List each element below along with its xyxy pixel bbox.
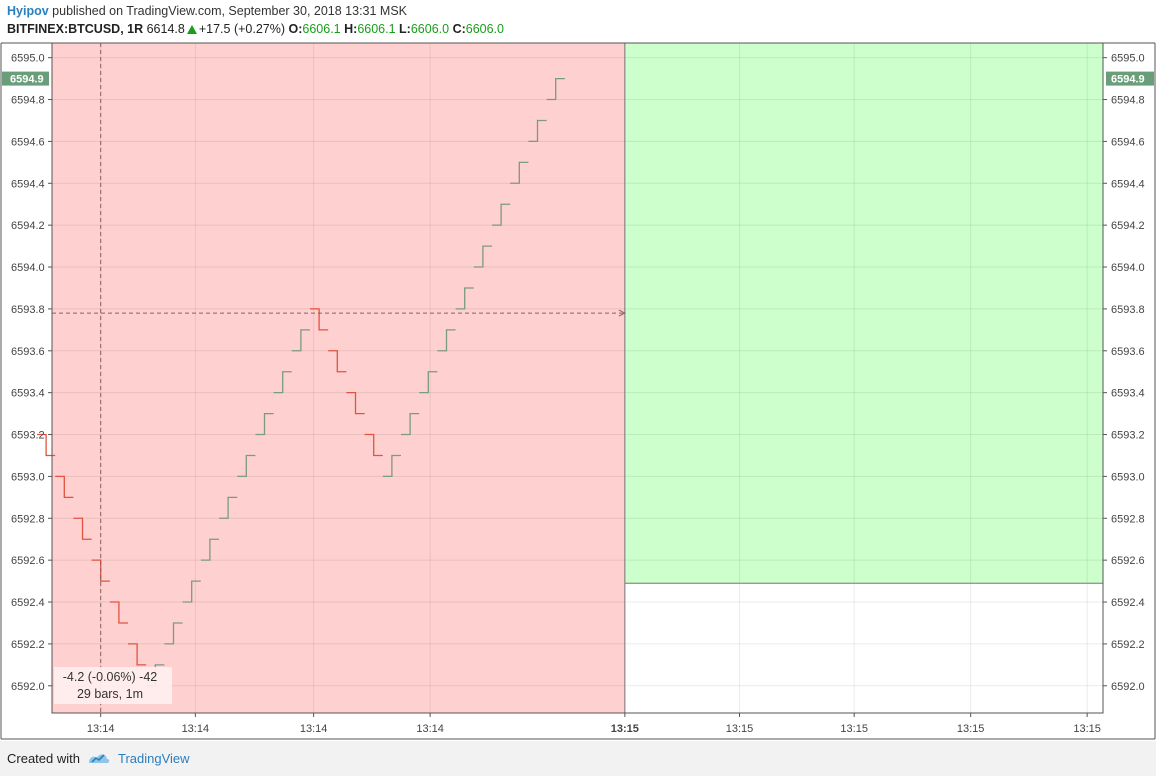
price-step xyxy=(528,119,547,143)
price-step xyxy=(382,454,401,478)
price-step xyxy=(419,371,438,394)
y-tick-label-right: 6593.6 xyxy=(1111,346,1145,358)
y-tick-label-right: 6592.6 xyxy=(1111,555,1145,567)
y-tick-label-left: 6592.8 xyxy=(11,513,45,525)
x-tick-label: 13:15 xyxy=(1073,723,1101,735)
y-tick-label-left: 6594.8 xyxy=(11,95,45,107)
publish-info: Hyipov published on TradingView.com, Sep… xyxy=(7,4,407,18)
x-tick-label: 13:15 xyxy=(840,723,868,735)
price-step xyxy=(492,203,511,226)
price-step xyxy=(364,433,383,457)
price-step xyxy=(455,287,474,310)
measure-arrow-icon xyxy=(618,309,626,317)
price-step xyxy=(328,350,347,373)
y-tick-label-left: 6592.0 xyxy=(11,681,45,693)
y-tick-label-right: 6593.4 xyxy=(1111,388,1145,400)
price-step xyxy=(437,329,456,352)
up-arrow-icon xyxy=(186,25,197,34)
measure-change-text: -4.2 (-0.06%) -42 xyxy=(63,670,158,684)
last-price: 6614.8 xyxy=(146,22,185,36)
footer-bar: Created with TradingView xyxy=(0,741,1156,776)
x-tick-label: 13:15 xyxy=(611,723,639,735)
close-label: C: xyxy=(452,22,466,36)
price-step xyxy=(473,245,492,268)
x-tick-label: 13:14 xyxy=(87,723,115,735)
price-step xyxy=(182,580,201,603)
y-tick-label-left: 6592.6 xyxy=(11,555,45,567)
y-tick-label-left: 6593.2 xyxy=(11,430,45,442)
open-value: 6606.1 xyxy=(302,22,341,36)
price-step xyxy=(546,77,565,101)
price-chart[interactable]: -4.2 (-0.06%) -42 29 bars, 1m 6592.0 6592.… xyxy=(0,0,1156,741)
y-tick-label-right: 6592.0 xyxy=(1111,681,1145,693)
profit-zone xyxy=(624,43,1103,584)
high-value: 6606.1 xyxy=(357,22,396,36)
y-tick-label-right: 6592.4 xyxy=(1111,597,1145,609)
price-step xyxy=(310,308,329,331)
price-step xyxy=(128,643,147,666)
loss-zone xyxy=(52,43,625,713)
price-step xyxy=(401,412,420,436)
measure-box xyxy=(54,667,172,704)
author-name[interactable]: Hyipov xyxy=(7,4,49,18)
price-step xyxy=(73,517,92,540)
low-value: 6606.0 xyxy=(410,22,450,36)
x-tick-label: 13:14 xyxy=(300,723,328,735)
y-tick-label-left: 6593.0 xyxy=(11,471,45,483)
x-tick-label: 13:15 xyxy=(726,723,754,735)
price-step xyxy=(37,433,56,457)
y-tick-label-right: 6595.0 xyxy=(1111,53,1145,65)
y-tick-label-right: 6593.0 xyxy=(1111,471,1145,483)
y-tick-label-left: 6595.0 xyxy=(11,53,45,65)
price-step xyxy=(255,412,274,436)
price-step xyxy=(55,475,74,498)
y-tick-label-right: 6594.4 xyxy=(1111,178,1145,190)
price-step xyxy=(109,601,128,624)
tradingview-brand[interactable]: TradingView xyxy=(118,751,190,766)
price-tag-right xyxy=(1106,71,1154,86)
y-tick-label-right: 6592.2 xyxy=(1111,639,1145,651)
price-step xyxy=(164,622,183,645)
price-step xyxy=(346,392,365,415)
published-text: published on TradingView.com, September … xyxy=(48,4,408,18)
y-tick-label-right: 6594.2 xyxy=(1111,220,1145,232)
symbol-name: BITFINEX:BTCUSD, 1R xyxy=(7,22,144,36)
x-tick-label: 13:14 xyxy=(182,723,210,735)
y-tick-label-right: 6594.8 xyxy=(1111,95,1145,107)
y-tick-label-right: 6594.6 xyxy=(1111,136,1145,148)
created-with-text: Created with xyxy=(7,751,80,766)
price-step xyxy=(273,371,292,394)
y-tick-label-right: 6593.8 xyxy=(1111,304,1145,316)
price-step xyxy=(219,496,238,519)
price-tag-right-text: 6594.9 xyxy=(1111,74,1145,86)
y-tick-label-left: 6594.4 xyxy=(11,178,45,190)
open-label: O: xyxy=(288,22,303,36)
price-step xyxy=(200,538,219,561)
y-tick-label-left: 6594.6 xyxy=(11,136,45,148)
tradingview-logo-icon[interactable] xyxy=(88,750,110,766)
y-tick-label-right: 6592.8 xyxy=(1111,513,1145,525)
y-tick-label-left: 6593.8 xyxy=(11,304,45,316)
price-tag-left xyxy=(2,71,49,86)
y-tick-label-left: 6592.2 xyxy=(11,639,45,651)
y-tick-label-left: 6592.4 xyxy=(11,597,45,609)
high-label: H: xyxy=(344,22,358,36)
price-step xyxy=(237,454,256,478)
price-change: +17.5 (+0.27%) xyxy=(198,22,286,36)
measure-bars-text: 29 bars, 1m xyxy=(77,687,143,701)
y-tick-label-left: 6593.6 xyxy=(11,346,45,358)
x-tick-label: 13:15 xyxy=(957,723,985,735)
y-tick-label-right: 6594.0 xyxy=(1111,262,1145,274)
y-tick-label-left: 6594.2 xyxy=(11,220,45,232)
x-tick-label: 13:14 xyxy=(416,723,444,735)
low-label: L: xyxy=(399,22,411,36)
close-value: 6606.0 xyxy=(465,22,504,36)
y-tick-label-left: 6594.0 xyxy=(11,262,45,274)
y-tick-label-right: 6593.2 xyxy=(1111,430,1145,442)
price-tag-left-text: 6594.9 xyxy=(10,74,44,86)
symbol-legend: BITFINEX:BTCUSD, 1R 6614.8 +17.5 (+0.27%)… xyxy=(7,22,504,36)
price-step xyxy=(291,329,310,352)
price-step xyxy=(510,161,529,184)
y-tick-label-left: 6593.4 xyxy=(11,388,45,400)
